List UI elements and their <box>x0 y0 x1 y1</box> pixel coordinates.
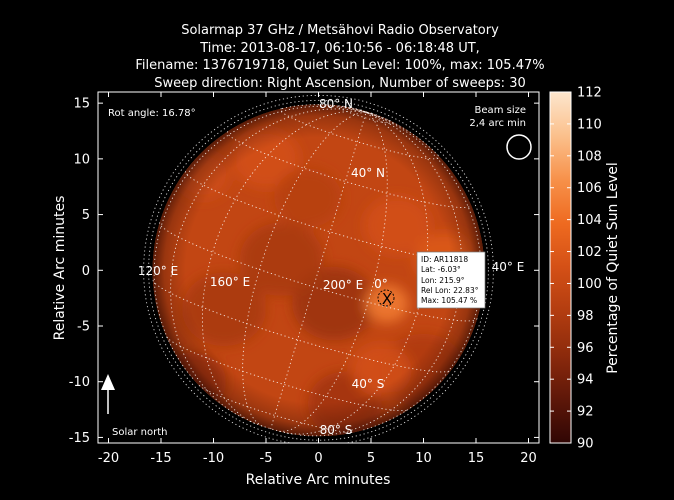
limb-outline-2 <box>143 94 494 443</box>
colorbar-tick-label: 98 <box>577 309 594 324</box>
rot-angle-label: Rot angle: 16.78° <box>108 108 196 119</box>
y-tick-label: 10 <box>73 152 90 167</box>
latitude-line <box>152 280 452 373</box>
x-axis-title: Relative Arc minutes <box>246 472 391 488</box>
latitude-line <box>337 105 394 124</box>
x-tick-label: -10 <box>203 451 224 466</box>
colorbar-ticks: 90 92 94 96 98 100 102 104 106 108 110 112 <box>550 86 602 452</box>
longitude-line <box>366 111 373 114</box>
ar-lat: Lat: -6.03° <box>421 265 461 274</box>
grid-label-40n: 40° N <box>351 166 385 180</box>
beam-size-label-line2: 2,4 arc min <box>469 118 526 129</box>
grid-label-40s: 40° S <box>352 377 385 391</box>
ar-lon: Lon: 215.9° <box>421 276 465 285</box>
y-tick-label: 0 <box>82 264 90 279</box>
x-tick-label: 10 <box>415 451 432 466</box>
chart-title-block: Solarmap 37 GHz / Metsähovi Radio Observ… <box>100 22 580 92</box>
y-axis-title: Relative Arc minutes <box>52 196 68 341</box>
axis-ticks: -20 -15 -10 -5 0 5 10 15 20 -15 -10 -5 0 5 10 15 <box>69 92 539 466</box>
grid-label-120e: 120° E <box>138 264 178 278</box>
y-tick-label: 5 <box>82 208 90 223</box>
colorbar-tick-label: 110 <box>577 117 602 132</box>
colorbar <box>549 91 572 444</box>
x-tick-label: 0 <box>314 451 322 466</box>
active-region-x: X <box>382 290 392 308</box>
title-line-3: Filename: 1376719718, Quiet Sun Level: 1… <box>135 58 545 73</box>
colorbar-tick-label: 108 <box>577 149 602 164</box>
grid-label-160e: 160° E <box>210 275 250 289</box>
colorbar-tick-label: 100 <box>577 277 602 292</box>
x-tick-label: -15 <box>150 451 171 466</box>
longitude-line <box>270 112 367 430</box>
colorbar-tick-label: 90 <box>577 437 594 452</box>
grid-label-200e: 200° E <box>323 278 363 292</box>
heatmap-layer <box>98 92 539 443</box>
ar-max: Max: 105.47 % <box>421 296 477 305</box>
latitude-line <box>198 385 355 433</box>
y-tick-label: 15 <box>73 97 90 112</box>
beam-size-label-line1: Beam size <box>475 105 526 116</box>
x-tick-label: 5 <box>367 451 375 466</box>
ar-rel-lon: Rel Lon: 22.83° <box>421 286 479 295</box>
colorbar-tick-label: 104 <box>577 213 602 228</box>
colorbar-tick-label: 94 <box>577 373 594 388</box>
colorbar-tick-label: 92 <box>577 405 594 420</box>
y-tick-label: -5 <box>77 320 90 335</box>
grid-label-80s: 80° S <box>320 423 353 437</box>
limb-outline-1 <box>148 99 489 441</box>
title-line-1: Solarmap 37 GHz / Metsähovi Radio Observ… <box>181 23 499 38</box>
colorbar-title: Percentage of Quiet Sun Level <box>605 162 621 374</box>
grid-label-80n: 80° N <box>319 97 353 111</box>
x-tick-label: -5 <box>260 451 273 466</box>
longitude-line <box>242 111 367 427</box>
x-tick-label: 20 <box>520 451 537 466</box>
colorbar-tick-label: 112 <box>577 86 602 101</box>
grid-label-0: 0° <box>374 277 388 291</box>
colorbar-tick-label: 102 <box>577 245 602 260</box>
solar-north-label: Solar north <box>112 427 168 438</box>
colorbar-tick-label: 96 <box>577 341 594 356</box>
beam-size-circle <box>506 134 532 160</box>
x-tick-label: 15 <box>468 451 485 466</box>
colorbar-tick-label: 106 <box>577 181 602 196</box>
ar-id: ID: AR11818 <box>421 255 468 264</box>
y-tick-label: -10 <box>69 375 90 390</box>
y-tick-label: -15 <box>69 431 90 446</box>
grid-label-40e: 40° E <box>492 260 525 274</box>
title-line-4: Sweep direction: Right Ascension, Number… <box>154 75 526 91</box>
title-line-2: Time: 2013-08-17, 06:10:56 - 06:18:48 UT… <box>200 40 480 56</box>
solar-north-arrow-icon <box>101 374 115 414</box>
x-tick-label: -20 <box>98 451 119 466</box>
active-region-marker: X <box>377 289 395 308</box>
active-region-info-box: ID: AR11818 Lat: -6.03° Lon: 215.9° Rel … <box>416 251 486 309</box>
longitude-line <box>201 110 367 424</box>
longitude-line <box>279 111 388 432</box>
